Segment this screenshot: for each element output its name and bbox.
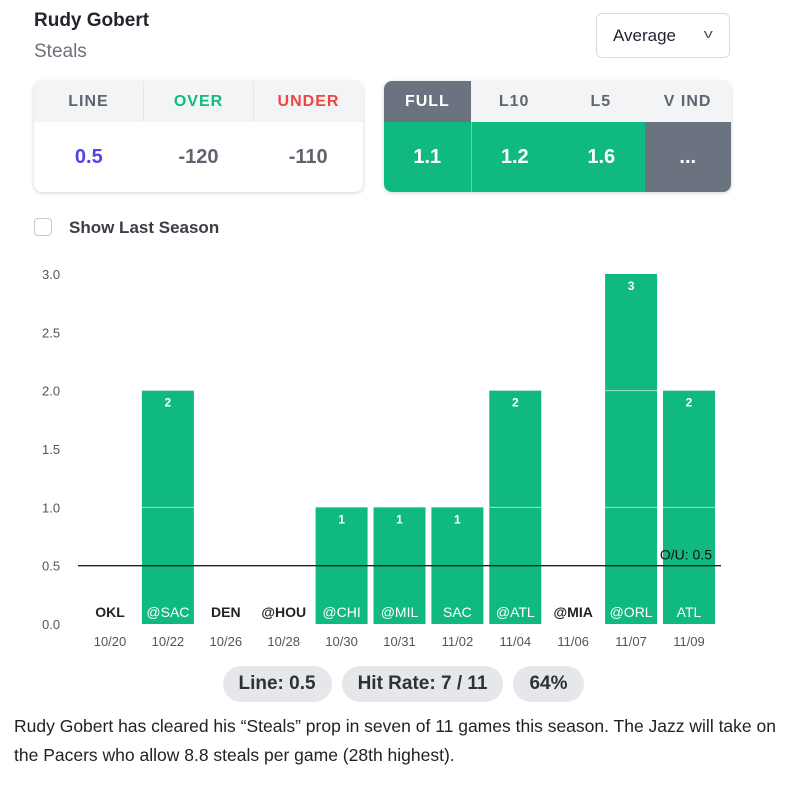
opponent-label: DEN [211, 604, 241, 620]
opponent-label: @ATL [496, 604, 535, 620]
date-label: 10/30 [325, 634, 358, 649]
ou-line-label: O/U: 0.5 [660, 547, 712, 563]
tab-vs-ind[interactable]: V IND [644, 81, 731, 122]
y-tick-label: 2.0 [42, 384, 60, 399]
show-last-season-label[interactable]: Show Last Season [69, 218, 220, 237]
percent-pill: 64% [513, 666, 584, 702]
bar-value-label: 1 [396, 512, 403, 526]
steals-bar-chart: 0.0 0.5 1.0 1.5 2.0 2.5 3.0 OKL 10/20 2 @SAC 10/22 D… [42, 267, 721, 649]
avg-vs-ind: ... [644, 122, 731, 192]
avg-l10: 1.2 [471, 122, 558, 192]
opponent-label: @MIL [381, 604, 419, 620]
date-label: 10/31 [383, 634, 416, 649]
show-last-season-checkbox[interactable] [34, 218, 52, 236]
y-tick-label: 3.0 [42, 267, 60, 282]
bar-value-label: 3 [628, 279, 635, 293]
y-tick-label: 2.5 [42, 325, 60, 340]
opponent-label: SAC [443, 604, 472, 620]
bar-value-label: 1 [338, 512, 345, 526]
date-label: 11/09 [673, 634, 705, 649]
date-label: 10/22 [152, 634, 185, 649]
date-label: 11/06 [557, 634, 589, 649]
opponent-label: ATL [677, 604, 702, 620]
description: Rudy Gobert has cleared his “Steals” pro… [14, 716, 776, 765]
opponent-label: @HOU [261, 604, 306, 620]
opponent-label: OKL [95, 604, 125, 620]
odds-header-line: LINE [34, 81, 143, 122]
avg-l5: 1.6 [558, 122, 645, 192]
tab-l5[interactable]: L5 [557, 81, 645, 122]
date-label: 11/02 [442, 634, 474, 649]
date-label: 11/07 [615, 634, 647, 649]
line-pill: Line: 0.5 [222, 666, 332, 702]
opponent-label: @ORL [610, 604, 653, 620]
select-value: Average [613, 25, 677, 45]
stat-type: Steals [34, 41, 87, 62]
average-select[interactable]: Average v [596, 13, 730, 58]
summary-pills: Line: 0.5 Hit Rate: 7 / 11 64% [0, 666, 806, 702]
bar [605, 274, 658, 624]
opponent-label: @MIA [554, 604, 593, 620]
odds-header-under: UNDER [253, 81, 363, 122]
opponent-label: @CHI [322, 604, 360, 620]
averages-card: FULL L10 L5 V IND 1.1 1.2 1.6 ... [384, 81, 731, 192]
hit-rate-pill: Hit Rate: 7 / 11 [341, 666, 504, 702]
odds-over-value: -120 [178, 145, 219, 168]
odds-header-over: OVER [143, 81, 253, 122]
chevron-down-icon: v [703, 26, 713, 41]
bar-value-label: 2 [512, 396, 519, 410]
bar-value-label: 1 [454, 512, 461, 526]
odds-under-value: -110 [288, 145, 328, 168]
y-tick-label: 0.0 [42, 617, 60, 632]
tab-l10[interactable]: L10 [470, 81, 558, 122]
y-tick-label: 1.0 [42, 500, 60, 515]
date-label: 10/28 [267, 634, 300, 649]
odds-line-value: 0.5 [74, 145, 103, 168]
date-label: 10/20 [94, 634, 127, 649]
player-name: Rudy Gobert [34, 10, 150, 31]
opponent-label: @SAC [146, 604, 189, 620]
y-tick-label: 1.5 [42, 442, 60, 457]
tab-full[interactable]: FULL [384, 81, 471, 122]
odds-card: LINE OVER UNDER 0.5 -120 -110 [34, 81, 363, 192]
date-label: 11/04 [500, 634, 532, 649]
bar-value-label: 2 [686, 396, 693, 410]
date-label: 10/26 [210, 634, 243, 649]
bar-value-label: 2 [165, 396, 172, 410]
avg-full: 1.1 [384, 122, 472, 192]
y-tick-label: 0.5 [42, 559, 60, 574]
